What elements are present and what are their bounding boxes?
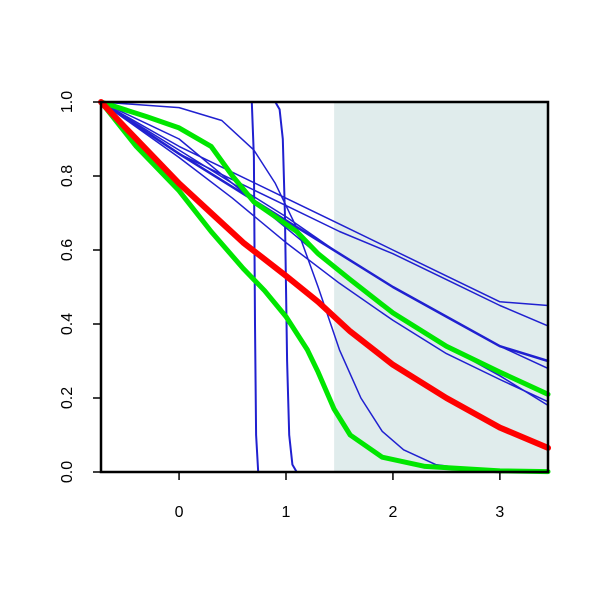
x-tick-label: 1: [282, 504, 291, 521]
series-line-3: [100, 101, 549, 473]
series-layer: [98, 99, 551, 475]
series-line-5: [100, 101, 549, 307]
y-tick-label: 0.4: [59, 313, 76, 335]
shaded-region: [334, 102, 548, 472]
series-line-12: [98, 99, 551, 451]
series-line-2: [100, 101, 549, 473]
axis-layer: 0 1 2 3 0.0 0.2 0.4 0.6 0.8 1.0: [59, 91, 550, 521]
series-line-8: [100, 101, 549, 403]
x-tick-label: 0: [175, 504, 184, 521]
shaded-region-layer: [334, 102, 548, 472]
y-tick-label: 0.0: [59, 461, 76, 483]
series-line-4: [100, 101, 549, 327]
series-line-11: [98, 99, 551, 475]
series-line-7: [99, 100, 550, 363]
x-tick-label: 2: [388, 504, 397, 521]
plot-frame: [99, 100, 550, 474]
series-line-10: [98, 99, 551, 397]
y-tick-label: 0.6: [59, 239, 76, 261]
x-tick-label: 3: [495, 504, 504, 521]
y-tick-label: 1.0: [59, 91, 76, 113]
y-tick-label: 0.2: [59, 387, 76, 409]
y-tick-label: 0.8: [59, 165, 76, 187]
